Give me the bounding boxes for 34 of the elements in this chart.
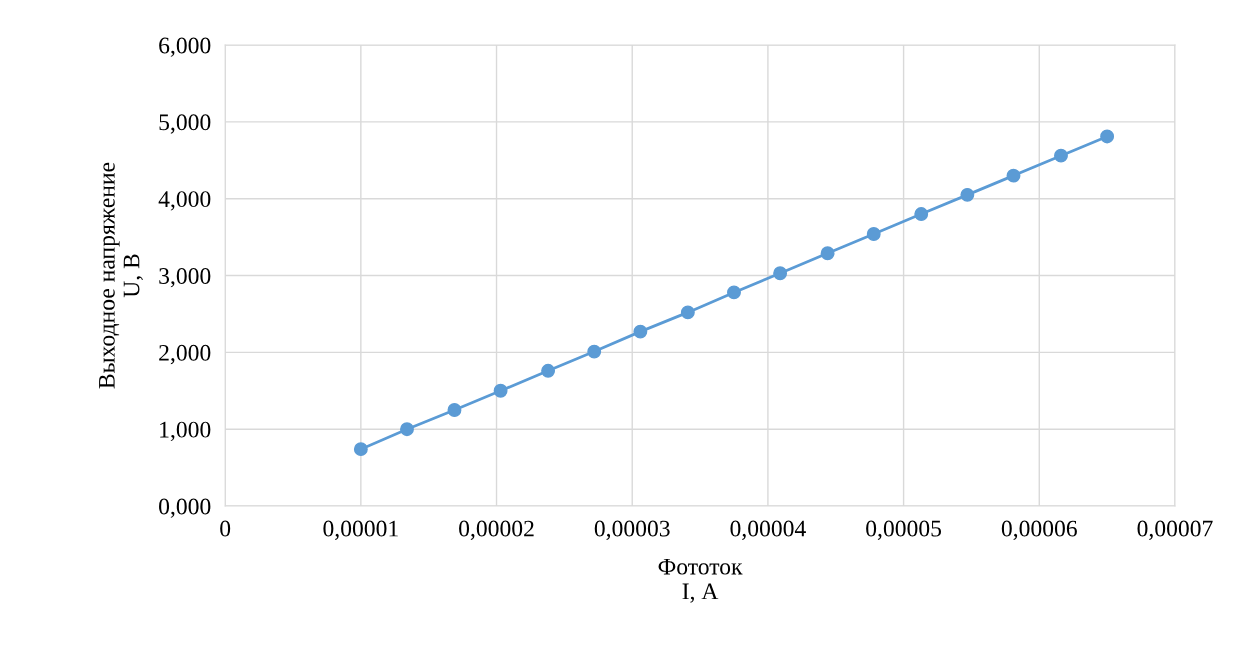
y-tick-label: 1,000 <box>160 421 211 442</box>
x-tick-label: 0 <box>220 520 231 537</box>
point <box>493 383 508 398</box>
point <box>960 187 975 202</box>
x-tick-label: 0,00002 <box>459 520 534 540</box>
point <box>727 285 741 300</box>
y-tick-label: 5,000 <box>159 114 211 134</box>
x-tick-label: 0,00004 <box>730 520 806 540</box>
point <box>541 363 556 378</box>
point <box>1100 129 1115 144</box>
point <box>587 344 602 359</box>
point <box>820 246 835 261</box>
point <box>680 305 695 320</box>
point <box>1006 168 1021 183</box>
point <box>353 442 368 457</box>
point <box>914 207 929 222</box>
y-tick-label: 0,000 <box>159 498 211 518</box>
x-tick-label: 0,00005 <box>866 520 942 540</box>
point <box>1054 148 1068 163</box>
x-tick-label: 0,00003 <box>594 520 670 540</box>
point <box>447 403 462 417</box>
y-tick-label: 3,000 <box>159 268 211 288</box>
y-axis-title: Выходное напряжение U, В <box>99 162 143 389</box>
x-axis-title: Фототок I, А <box>658 558 743 603</box>
point <box>773 266 788 281</box>
point <box>866 227 881 241</box>
x-tick-label: 0,00006 <box>1001 520 1077 540</box>
x-tick-label: 0,00001 <box>323 520 398 540</box>
y-tick-label: 6,000 <box>159 37 211 57</box>
point <box>400 422 414 437</box>
y-tick-label: 2,000 <box>159 344 211 365</box>
x-tick-label: 0,00007 <box>1137 520 1213 540</box>
y-tick-label: 4,000 <box>158 191 211 211</box>
point <box>633 324 648 339</box>
